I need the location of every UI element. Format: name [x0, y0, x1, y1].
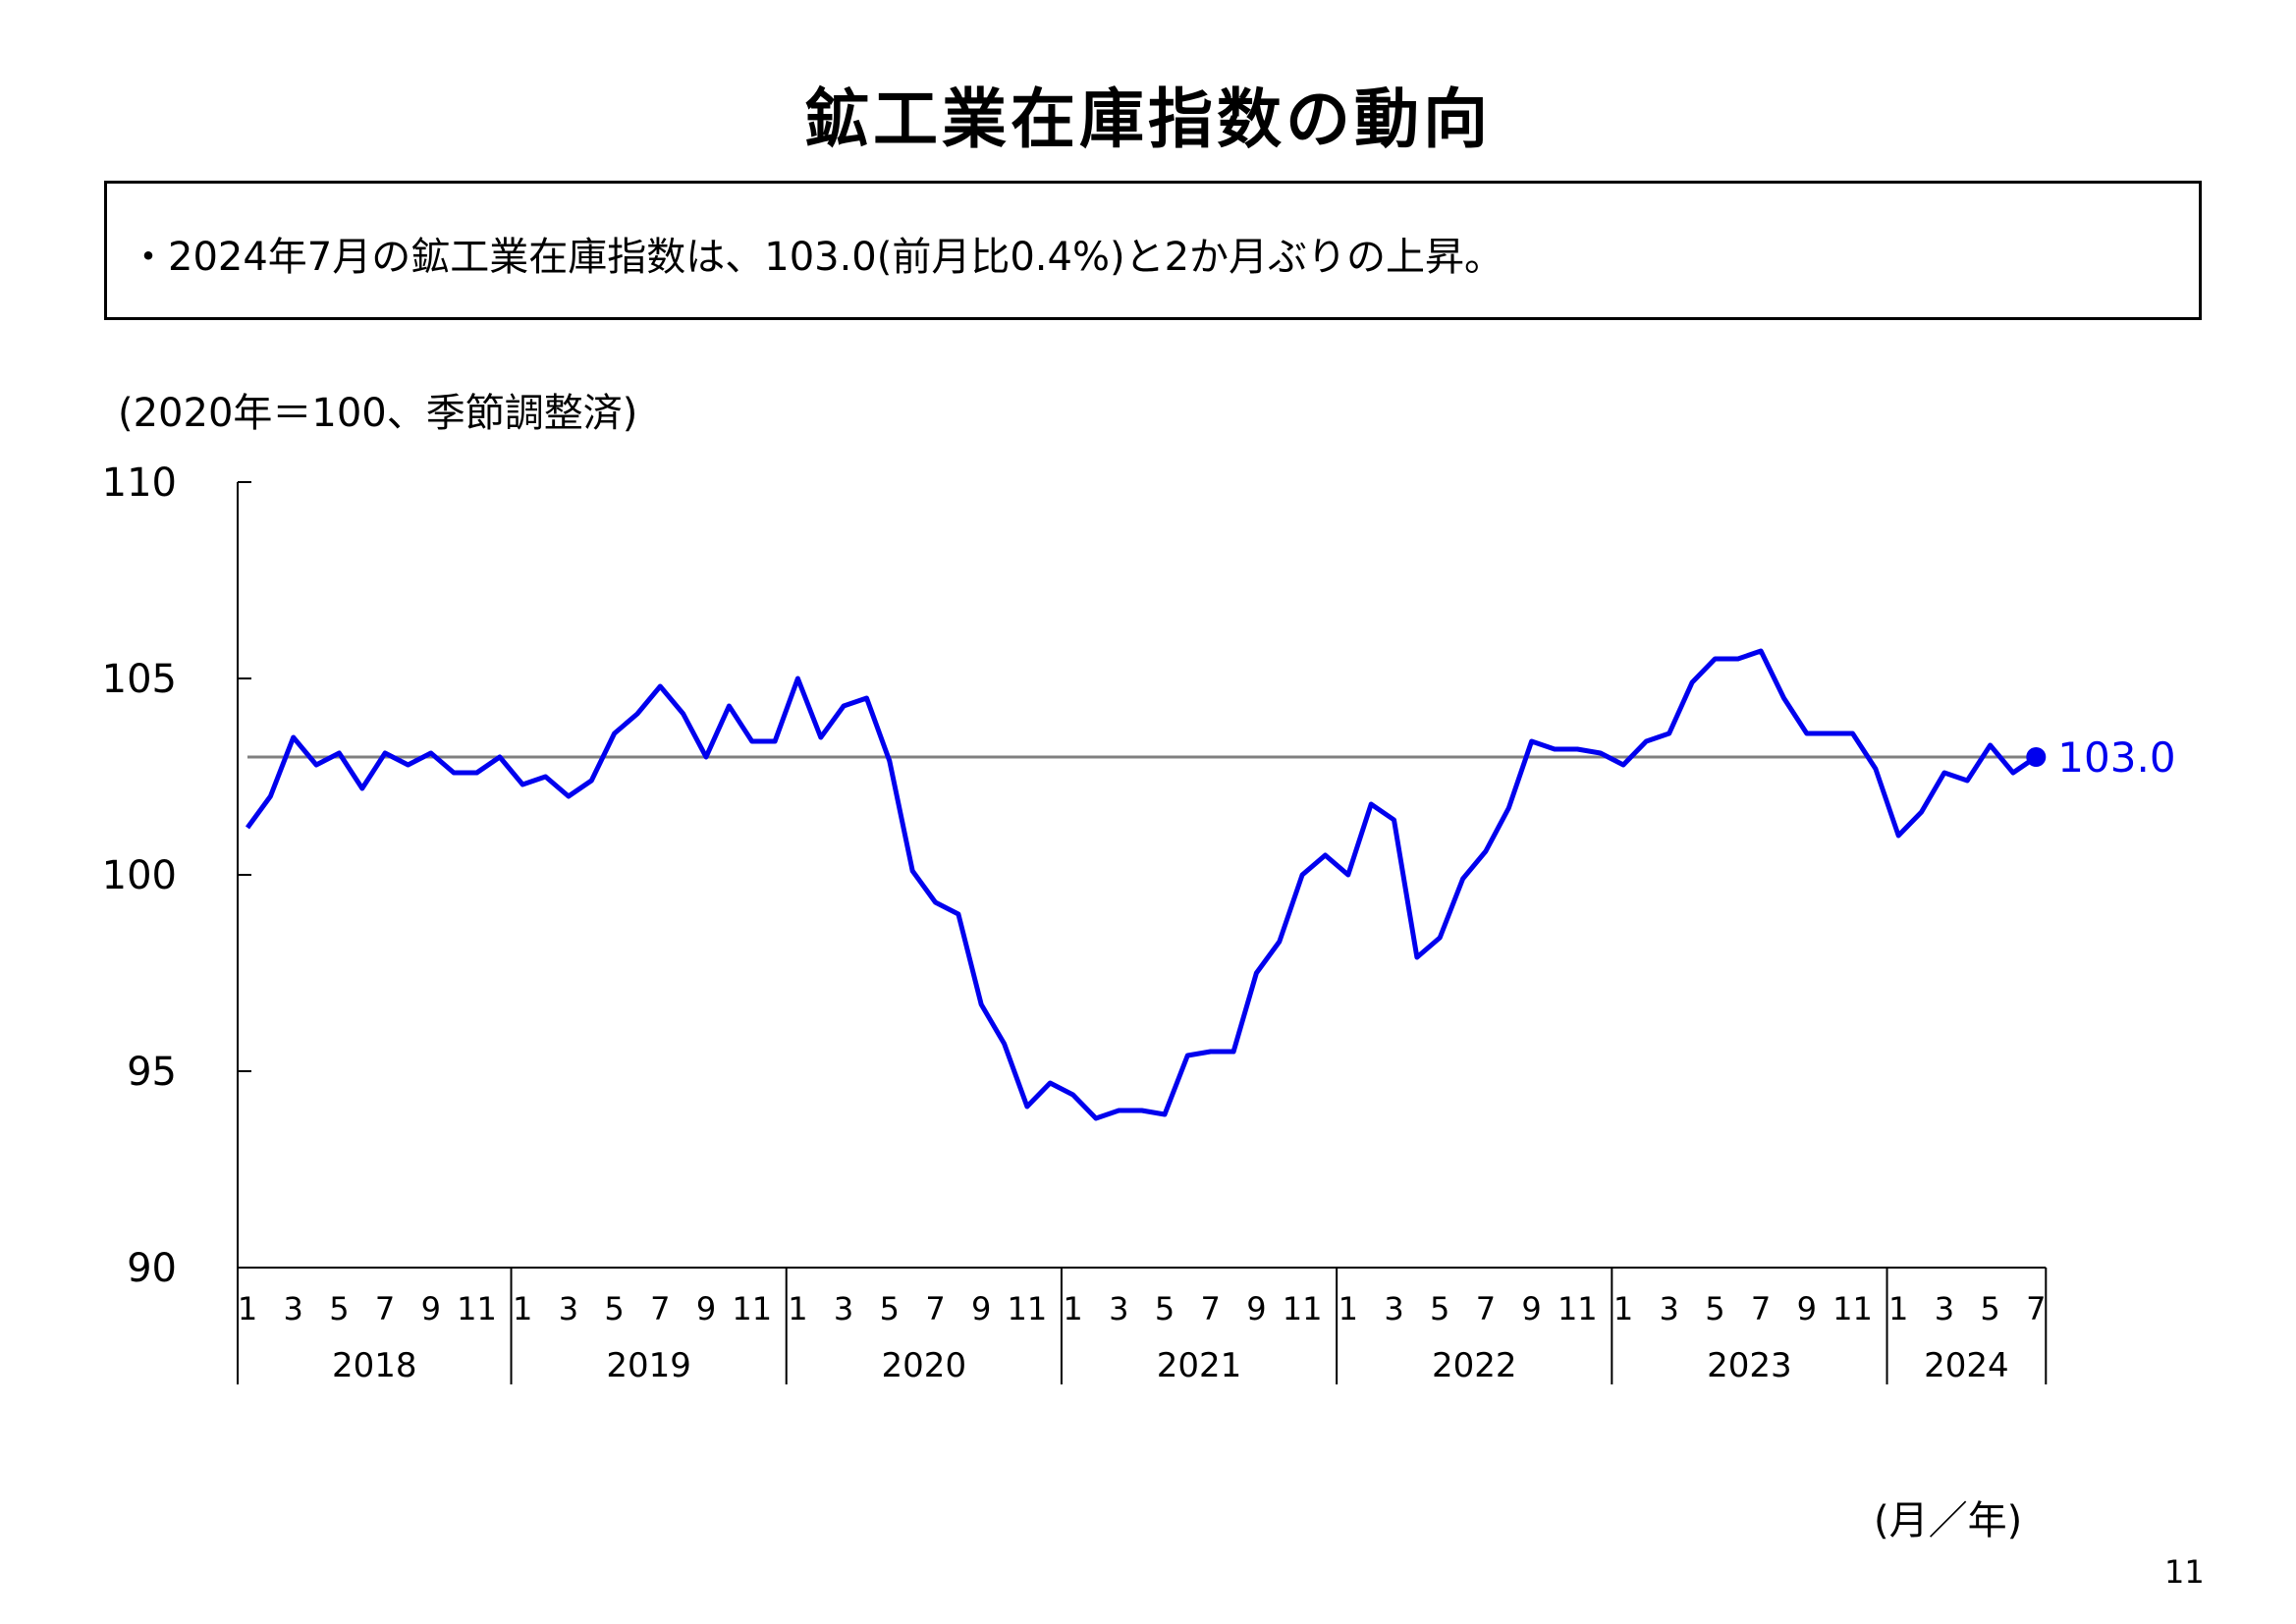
page-title: 鉱工業在庫指数の動向 — [804, 81, 1492, 157]
x-axis-unit: (月／年) — [1874, 1498, 2023, 1543]
month-tick-label: 1 — [1063, 1290, 1082, 1327]
page-number: 11 — [2164, 1553, 2205, 1591]
month-tick-label: 11 — [1283, 1290, 1323, 1327]
chart-axes — [237, 481, 2048, 1384]
month-tick-label: 1 — [1613, 1290, 1633, 1327]
year-label: 2022 — [1432, 1346, 1517, 1385]
month-tick-label: 3 — [1384, 1290, 1403, 1327]
last-data-point — [2026, 747, 2047, 767]
month-tick-label: 9 — [421, 1290, 441, 1327]
month-tick-label: 7 — [650, 1290, 670, 1327]
month-tick-label: 3 — [559, 1290, 578, 1327]
month-tick-label: 5 — [880, 1290, 900, 1327]
month-tick-label: 11 — [1558, 1290, 1598, 1327]
month-tick-label: 1 — [513, 1290, 532, 1327]
month-tick-label: 5 — [1705, 1290, 1724, 1327]
year-label: 2018 — [332, 1346, 417, 1385]
month-tick-label: 11 — [1008, 1290, 1048, 1327]
month-tick-label: 9 — [696, 1290, 716, 1327]
month-tick-label: 3 — [1935, 1290, 1954, 1327]
month-tick-label: 7 — [1476, 1290, 1496, 1327]
month-tick-label: 1 — [238, 1290, 257, 1327]
year-label: 2024 — [1924, 1346, 2009, 1385]
month-tick-label: 11 — [1832, 1290, 1873, 1327]
year-label: 2019 — [606, 1346, 691, 1385]
series-line — [245, 648, 2038, 1121]
summary-text: ・2024年7月の鉱工業在庫指数は、103.0(前月比0.4%)と2か月ぶりの上… — [129, 235, 1504, 280]
y-tick-label: 100 — [102, 853, 177, 898]
month-tick-label: 5 — [1155, 1290, 1175, 1327]
month-tick-label: 3 — [834, 1290, 853, 1327]
month-tick-label: 5 — [1980, 1290, 1999, 1327]
y-tick-label: 90 — [127, 1246, 177, 1291]
month-tick-label: 9 — [1521, 1290, 1541, 1327]
month-tick-label: 3 — [1109, 1290, 1128, 1327]
month-tick-label: 7 — [375, 1290, 395, 1327]
year-label: 2020 — [882, 1346, 967, 1385]
month-tick-label: 7 — [1751, 1290, 1771, 1327]
last-value-label: 103.0 — [2057, 733, 2175, 782]
y-tick-label: 95 — [127, 1050, 177, 1095]
month-tick-label: 5 — [329, 1290, 349, 1327]
month-tick-label: 7 — [2026, 1290, 2046, 1327]
series-layer — [245, 648, 2047, 1121]
month-tick-label: 9 — [1797, 1290, 1817, 1327]
month-tick-label: 11 — [732, 1290, 772, 1327]
y-tick-label: 105 — [102, 657, 177, 702]
month-tick-label: 11 — [457, 1290, 497, 1327]
y-tick-label: 110 — [102, 460, 177, 506]
month-tick-label: 3 — [284, 1290, 303, 1327]
year-label: 2021 — [1157, 1346, 1242, 1385]
month-tick-label: 9 — [1246, 1290, 1266, 1327]
month-tick-label: 9 — [971, 1290, 991, 1327]
month-tick-label: 3 — [1660, 1290, 1679, 1327]
year-label: 2023 — [1707, 1346, 1792, 1385]
month-tick-label: 1 — [1888, 1290, 1908, 1327]
month-tick-label: 1 — [1339, 1290, 1358, 1327]
summary-box: ・2024年7月の鉱工業在庫指数は、103.0(前月比0.4%)と2か月ぶりの上… — [104, 181, 2202, 320]
y-axis-unit-note: (2020年＝100、季節調整済) — [118, 391, 638, 436]
month-tick-label: 7 — [1201, 1290, 1221, 1327]
month-tick-label: 7 — [925, 1290, 945, 1327]
month-tick-label: 5 — [1430, 1290, 1449, 1327]
month-tick-label: 5 — [604, 1290, 624, 1327]
month-tick-label: 1 — [788, 1290, 807, 1327]
